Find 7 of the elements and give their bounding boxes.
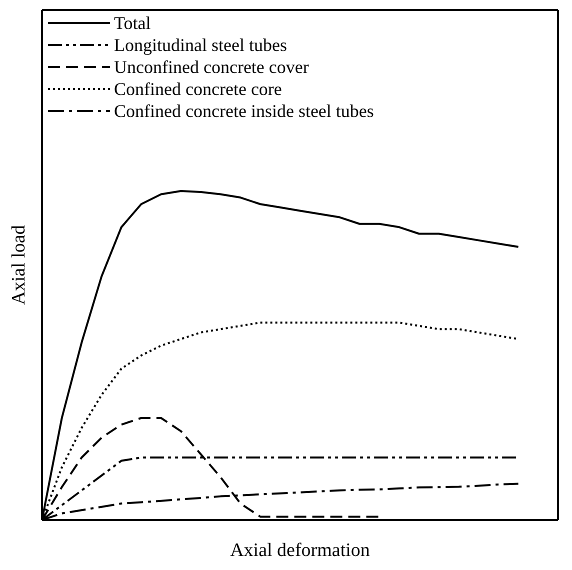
- legend-label: Confined concrete inside steel tubes: [114, 100, 374, 122]
- legend-label: Unconfined concrete cover: [114, 56, 309, 78]
- x-axis-title: Axial deformation: [230, 540, 370, 561]
- legend-label: Confined concrete core: [114, 78, 282, 100]
- legend-label: Total: [114, 12, 151, 34]
- y-axis-title: Axial load: [8, 224, 30, 305]
- legend-label: Longitudinal steel tubes: [114, 34, 287, 56]
